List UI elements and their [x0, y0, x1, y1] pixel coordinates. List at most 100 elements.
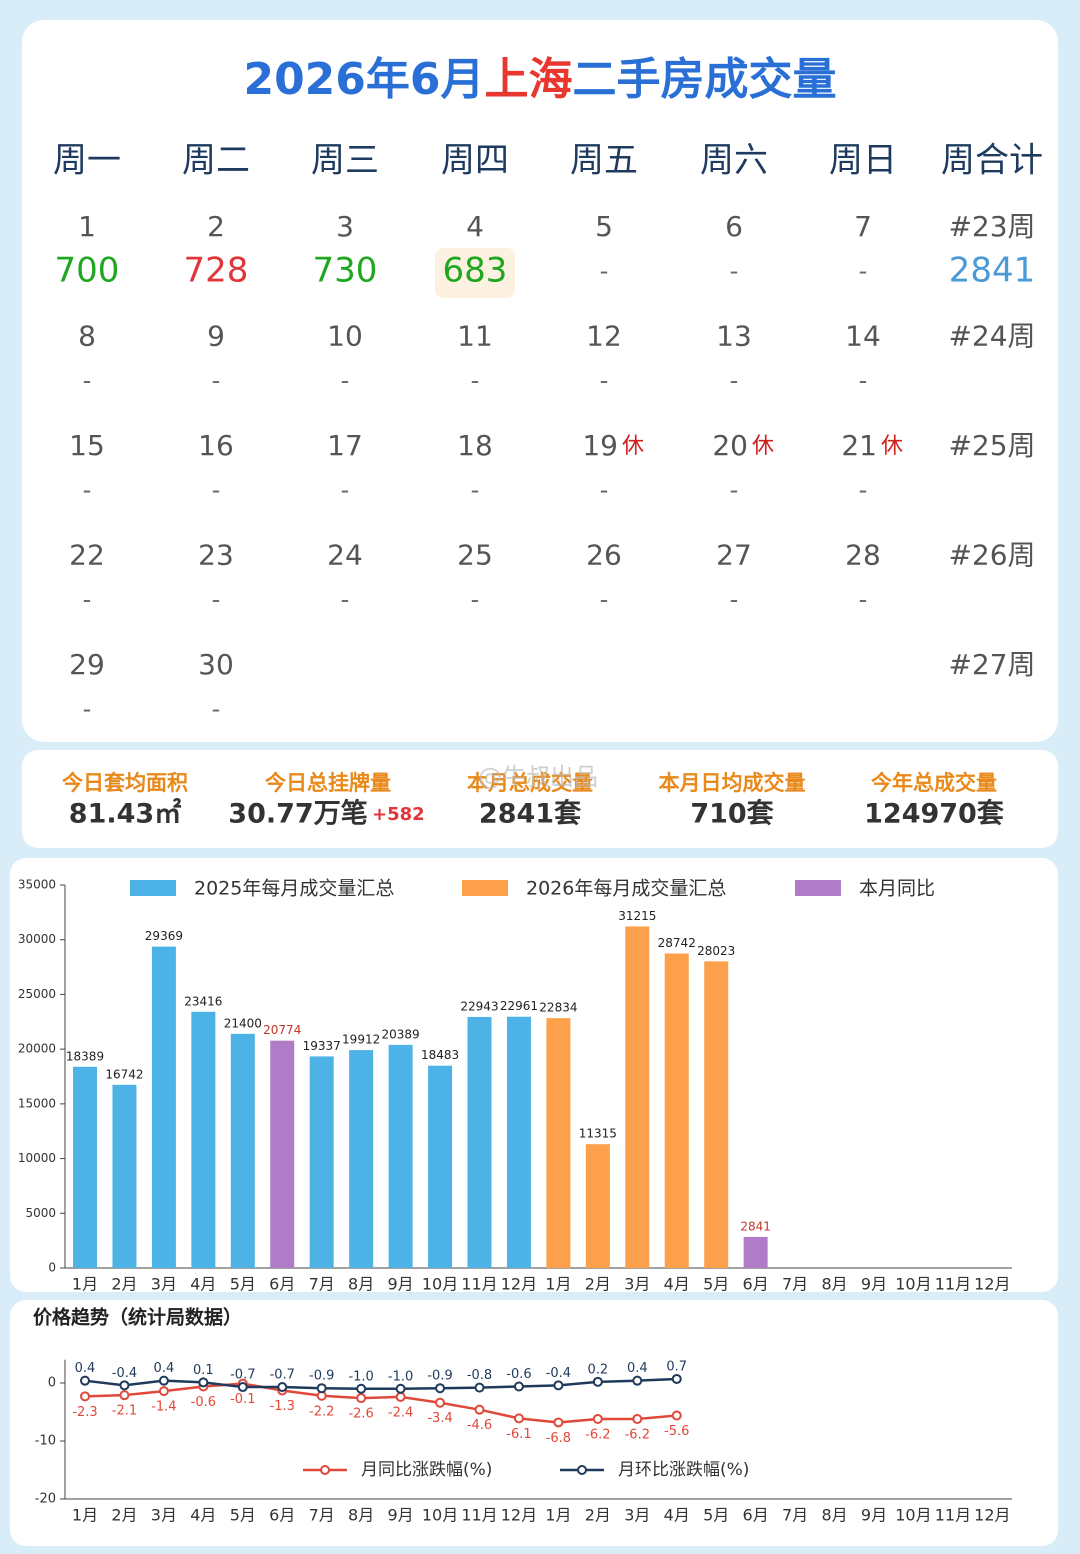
stat-extra: +582 — [372, 804, 425, 825]
x-tick-label: 5月 — [703, 1275, 729, 1294]
day-number: 26 — [586, 539, 622, 572]
x-tick-label: 12月 — [501, 1506, 537, 1525]
day-value: - — [471, 367, 480, 395]
x-tick-label: 1月 — [545, 1506, 571, 1525]
point-label: -1.3 — [270, 1399, 295, 1414]
day-value: - — [859, 586, 868, 614]
x-tick-label: 6月 — [269, 1506, 295, 1525]
bar-label: 18483 — [421, 1048, 459, 1062]
point-label: -0.7 — [230, 1368, 255, 1383]
point-label: -0.6 — [506, 1367, 531, 1382]
x-tick-label: 2月 — [585, 1275, 611, 1294]
bar — [585, 1144, 610, 1268]
x-tick-label: 6月 — [269, 1275, 295, 1294]
point-label: -0.8 — [467, 1368, 492, 1383]
x-tick-label: 7月 — [309, 1506, 335, 1525]
point-label: -0.6 — [191, 1395, 216, 1410]
x-tick-label: 6月 — [743, 1275, 769, 1294]
point-label: -2.2 — [309, 1404, 334, 1419]
point — [592, 1376, 603, 1387]
day-value: - — [83, 476, 92, 504]
x-tick-label: 9月 — [861, 1275, 887, 1294]
bar — [230, 1033, 255, 1268]
day-number: 2 — [207, 210, 225, 243]
point — [277, 1382, 288, 1393]
bar — [388, 1044, 413, 1268]
day-value: - — [600, 367, 609, 395]
week-label: #27周 — [948, 648, 1035, 681]
day-number: 19 — [582, 429, 618, 462]
day-number: 21 — [841, 429, 877, 462]
bar — [467, 1016, 492, 1268]
point-label: 0.1 — [193, 1363, 214, 1378]
day-value: - — [212, 586, 221, 614]
day-number: 15 — [69, 429, 105, 462]
point-label: -0.9 — [427, 1369, 452, 1384]
stat-value: 81.43㎡ — [69, 798, 181, 830]
y-tick-label: 10000 — [18, 1151, 56, 1165]
day-value: - — [730, 367, 739, 395]
x-tick-label: 2月 — [111, 1275, 137, 1294]
title-part: 上海 — [485, 54, 573, 105]
x-tick-label: 9月 — [861, 1506, 887, 1525]
point-label: -1.4 — [151, 1400, 176, 1415]
day-number: 10 — [327, 320, 363, 353]
day-value: - — [471, 476, 480, 504]
week-label: #24周 — [948, 320, 1035, 353]
day-value: - — [600, 257, 609, 285]
x-tick-label: 9月 — [388, 1506, 414, 1525]
day-number: 7 — [854, 210, 872, 243]
day-number: 17 — [327, 429, 363, 462]
point-label: -2.4 — [388, 1405, 413, 1420]
point — [435, 1383, 446, 1394]
point — [158, 1375, 169, 1386]
day-number: 23 — [198, 539, 234, 572]
point-label: 0.2 — [588, 1362, 609, 1377]
point — [237, 1382, 248, 1393]
day-value: - — [730, 257, 739, 285]
bar-label: 20774 — [263, 1023, 301, 1037]
x-tick-label: 10月 — [895, 1506, 931, 1525]
day-value: 730 — [313, 251, 378, 291]
bar-label: 22834 — [539, 1001, 577, 1015]
week-label: #26周 — [948, 539, 1035, 572]
holiday-note: 休 — [622, 434, 644, 459]
bar-label: 2841 — [740, 1219, 771, 1233]
point — [632, 1375, 643, 1386]
day-number: 13 — [716, 320, 752, 353]
day-value: - — [83, 586, 92, 614]
day-number: 28 — [845, 539, 881, 572]
x-tick-label: 5月 — [230, 1275, 256, 1294]
point — [356, 1393, 367, 1404]
bar-label: 11315 — [579, 1127, 617, 1141]
bar-label: 19337 — [303, 1039, 341, 1053]
x-tick-label: 8月 — [821, 1275, 847, 1294]
legend-label: 月环比涨跌幅(%) — [618, 1460, 749, 1480]
bar — [743, 1236, 768, 1268]
x-tick-label: 8月 — [348, 1275, 374, 1294]
x-tick-label: 4月 — [664, 1275, 690, 1294]
y-tick-label: 20000 — [18, 1042, 56, 1056]
x-tick-label: 9月 — [388, 1275, 414, 1294]
point-label: -6.2 — [585, 1427, 610, 1442]
x-tick-label: 3月 — [151, 1506, 177, 1525]
x-tick-label: 10月 — [895, 1275, 931, 1294]
x-tick-label: 1月 — [545, 1275, 571, 1294]
legend-swatch — [130, 880, 176, 896]
day-number: 3 — [336, 210, 354, 243]
bar — [349, 1050, 374, 1268]
x-tick-label: 5月 — [703, 1506, 729, 1525]
point — [513, 1413, 524, 1424]
point — [553, 1417, 564, 1428]
weekday-header: 周五 — [570, 141, 638, 181]
point — [119, 1390, 130, 1401]
point-label: -4.6 — [467, 1418, 492, 1433]
day-value: - — [859, 257, 868, 285]
point — [553, 1380, 564, 1391]
bar-label: 20389 — [382, 1027, 420, 1041]
bar — [546, 1018, 571, 1268]
weekday-header: 周二 — [182, 141, 250, 181]
x-tick-label: 8月 — [821, 1506, 847, 1525]
day-number: 5 — [595, 210, 613, 243]
x-tick-label: 8月 — [348, 1506, 374, 1525]
